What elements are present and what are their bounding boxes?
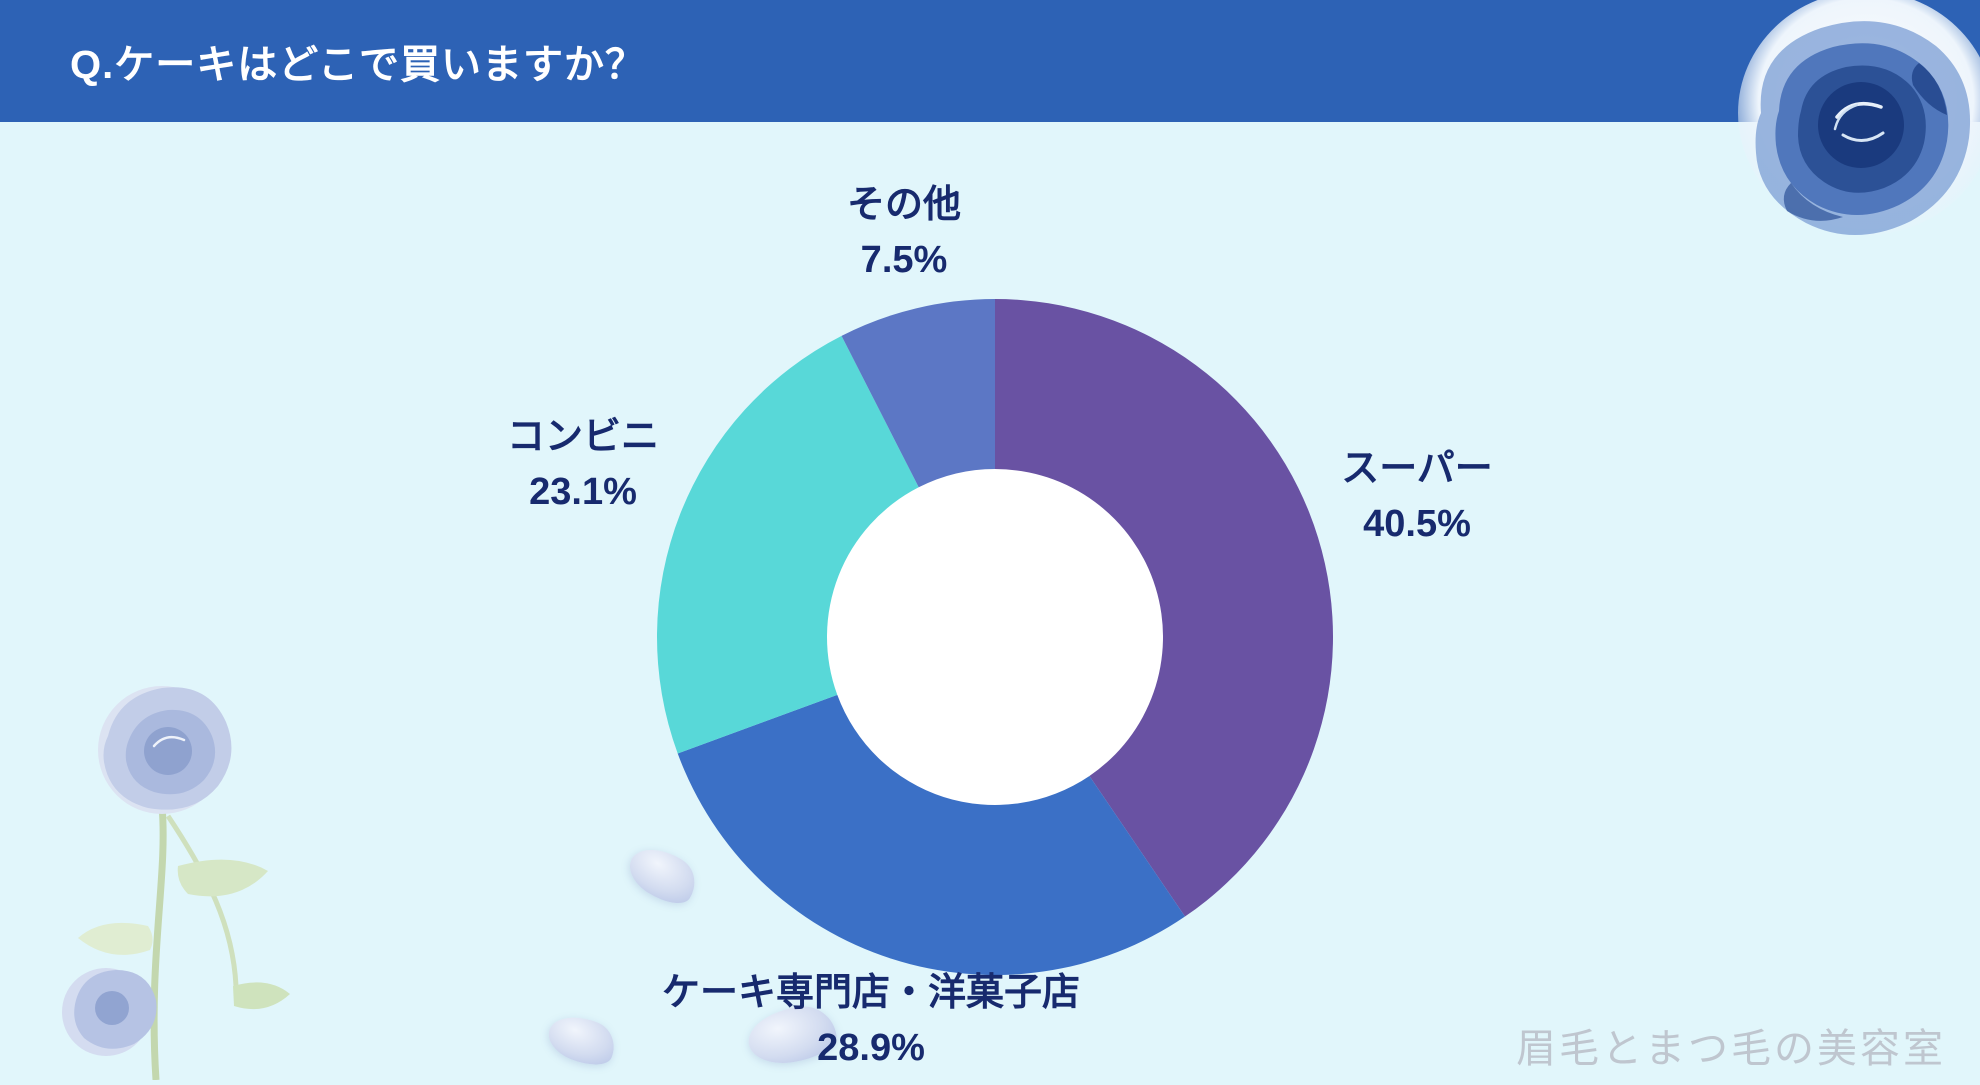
segment-name-text: ケーキ専門店・洋菓子店 <box>661 972 1081 1014</box>
donut-segment-0 <box>995 299 1333 917</box>
segment-name-text: その他 <box>846 184 962 226</box>
segment-label-supermarket: スーパー 40.5% <box>1341 442 1493 552</box>
donut-segment-3 <box>841 299 995 488</box>
donut-chart <box>655 297 1335 977</box>
watermark-text: 眉毛とまつ毛の美容室 <box>1516 1027 1946 1071</box>
header-bar: Q.ケーキはどこで買いますか？ <box>0 0 1980 122</box>
segment-percent-text: 28.9% <box>817 1027 925 1070</box>
donut-chart-svg <box>657 299 1333 976</box>
donut-hole <box>825 467 1165 807</box>
segment-label-other: その他 7.5% <box>847 178 961 288</box>
petal-decoration <box>542 1006 622 1074</box>
flower-decoration-bottom-left <box>28 656 348 1085</box>
segment-percent-text: 40.5% <box>1363 503 1471 546</box>
segment-percent-text: 7.5% <box>860 239 948 282</box>
donut-segment-1 <box>677 694 1185 976</box>
page-title: Q.ケーキはどこで買いますか？ <box>70 43 647 87</box>
segment-percent-text: 23.1% <box>529 471 637 514</box>
flower-bottom-left-icon <box>62 686 290 1081</box>
segment-name-text: スーパー <box>1341 448 1493 490</box>
donut-segment-2 <box>657 335 919 754</box>
segment-name-text: コンビニ <box>506 416 660 458</box>
segment-label-convenience-store: コンビニ 23.1% <box>507 410 659 520</box>
segment-label-cake-shop: ケーキ専門店・洋菓子店 28.9% <box>662 966 1080 1076</box>
